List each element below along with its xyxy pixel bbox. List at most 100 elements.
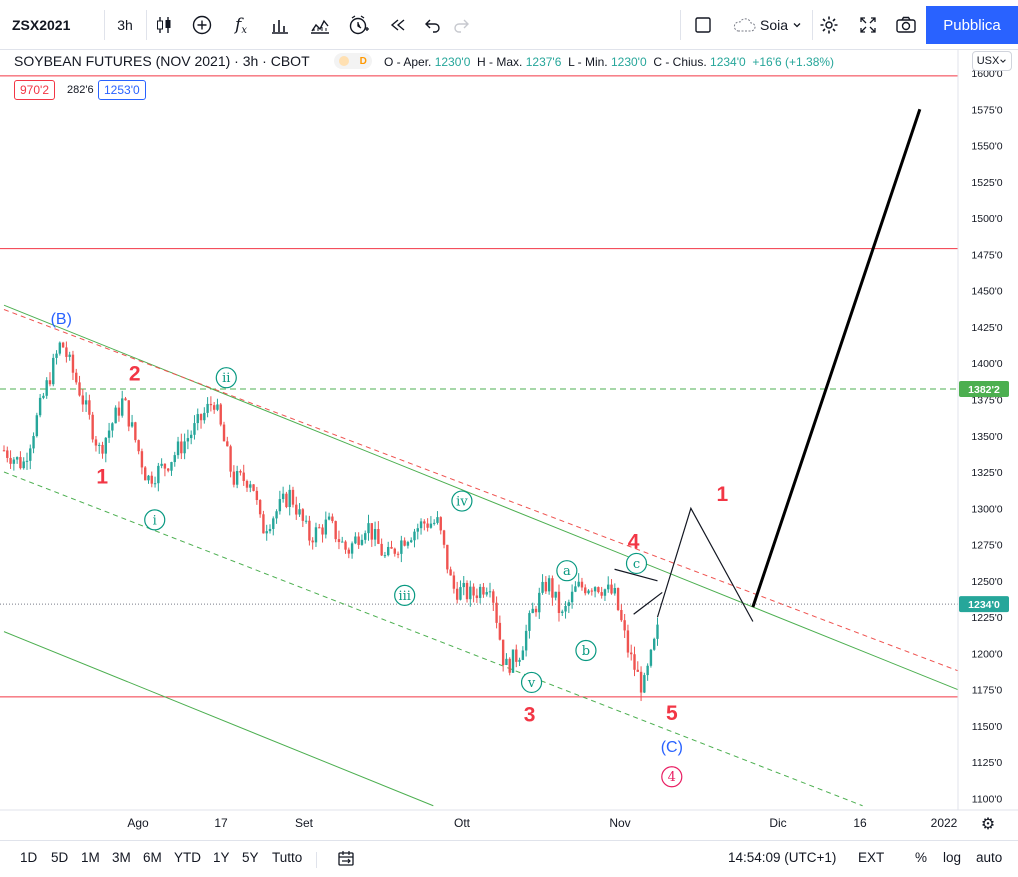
range-1y[interactable]: 1Y [213,850,230,865]
candle-body [495,602,498,623]
candle [48,372,52,387]
range-1d[interactable]: 1D [20,850,38,865]
templates-icon[interactable] [305,8,335,42]
trend-channels [3,304,959,807]
range-1m[interactable]: 1M [81,850,100,865]
candle [134,421,137,443]
candle-body [610,584,613,594]
time-tick-label: 2022 [931,816,958,830]
candle-body [439,517,442,531]
date-range-icon[interactable] [337,850,355,871]
bar-chart-icon[interactable] [266,8,294,42]
candle-body [68,354,71,357]
time-tick-label: Set [295,816,314,830]
range-5d[interactable]: 5D [51,850,69,865]
candle-body [298,509,301,515]
channel-line [3,309,959,672]
candle [281,486,285,503]
range-all[interactable]: Tutto [272,850,303,865]
candle-body [462,582,465,588]
currency-unit-button[interactable]: USX [972,51,1012,71]
candle [409,537,413,543]
publish-button[interactable]: Pubblica [926,6,1018,44]
close-label: C - Chius. [653,55,707,69]
redo-icon[interactable] [448,8,474,42]
candle-body [616,588,620,610]
ext-hours-toggle[interactable]: EXT [858,850,885,865]
candle-body [262,514,265,534]
clock-time[interactable]: 14:54:09 (UTC+1) [728,850,837,865]
candles-icon[interactable] [150,8,178,42]
candle-body [396,553,400,555]
candle-body [222,424,226,442]
settings-gear-icon[interactable] [816,8,842,42]
auto-scale-toggle[interactable]: auto [976,850,1003,865]
candle-body [183,441,186,454]
replay-icon[interactable] [384,8,412,42]
cloud-icon [733,18,756,32]
toolbar-divider [812,10,813,40]
candle-body [472,586,475,596]
candle [203,407,206,424]
candle-body [29,448,32,461]
candle [78,375,81,397]
candle-body [390,546,393,549]
toolbar-divider [680,10,681,40]
wave-label-circle [661,766,683,788]
candle-body [239,470,242,473]
log-scale-toggle[interactable]: log [943,850,962,865]
candle [98,442,101,454]
candle [75,368,78,385]
candle-body [173,455,176,463]
layout-square-icon[interactable] [690,8,716,42]
candle-body [334,521,337,540]
candle-body [170,462,173,471]
undo-icon[interactable] [420,8,446,42]
candle-body [580,581,584,588]
camera-icon[interactable] [892,8,920,42]
indicator-value-1: 970'2 [14,80,55,100]
alert-clock-icon[interactable] [345,8,373,42]
candle [262,510,265,534]
price-tick-label: 1275'0 [971,540,1002,552]
open-label: O - Aper. [384,55,432,69]
range-5y[interactable]: 5Y [242,850,259,865]
candle [321,524,324,543]
range-6m[interactable]: 6M [143,850,162,865]
candle-body [144,467,147,481]
range-3m[interactable]: 3M [112,850,131,865]
interval-button[interactable]: 3h [117,17,133,33]
price-tick-label: 1375'0 [971,394,1002,406]
symbol-title[interactable]: SOYBEAN FUTURES (NOV 2021) · 3h · CBOT [14,53,310,69]
candle [584,584,587,596]
candle [212,401,216,414]
toolbar-divider [104,10,105,40]
price-tick-label: 1550'0 [971,141,1002,153]
symbol-search[interactable]: ZSX2021 [12,17,71,33]
price-tick-label: 1600'0 [971,68,1002,80]
candle-body [147,475,150,481]
candle-body [639,671,643,693]
candle-body [245,480,249,488]
fullscreen-icon[interactable] [855,8,881,42]
candle-body [429,523,433,528]
percent-scale-toggle[interactable]: % [915,850,928,865]
candle [639,666,643,702]
range-ytd[interactable]: YTD [174,850,201,865]
price-tick-label: 1350'0 [971,431,1002,443]
data-badge[interactable]: D [334,53,372,69]
candle-body [521,650,525,660]
candle-body [511,649,515,673]
candle-body [249,484,252,488]
candle [22,457,25,470]
candle [249,480,252,493]
candle-body [455,588,459,600]
compare-symbol-button[interactable]: Soia [726,8,808,42]
indicator-add-icon[interactable] [188,8,216,42]
candle [501,639,505,672]
candle [656,617,659,646]
candle [574,581,577,593]
candle-body [377,529,380,544]
